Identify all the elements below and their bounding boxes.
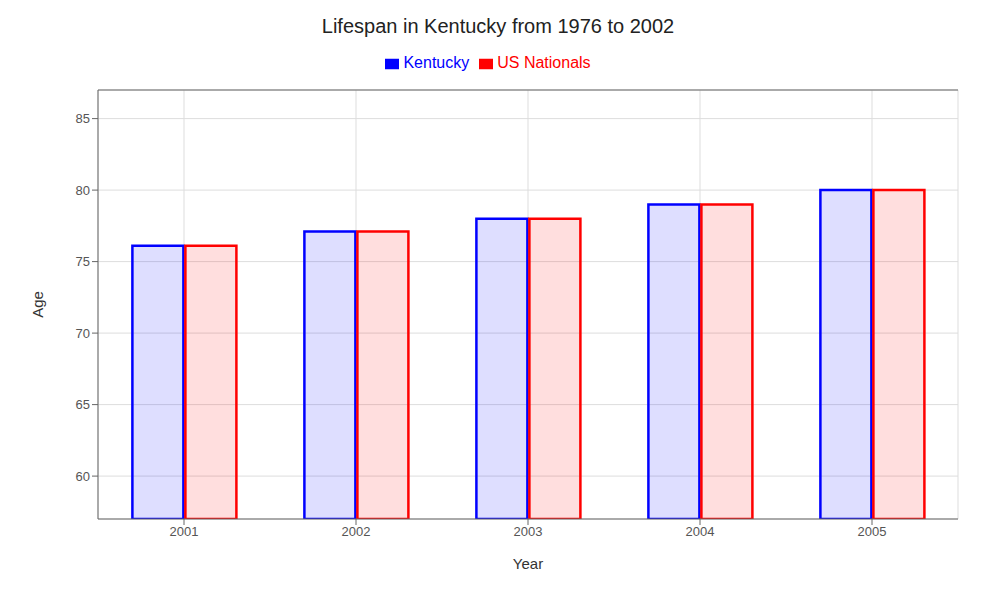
- svg-text:60: 60: [76, 469, 90, 484]
- svg-text:Age: Age: [29, 291, 46, 318]
- svg-text:75: 75: [76, 254, 90, 269]
- svg-text:2005: 2005: [858, 524, 887, 539]
- html-text:Lifespan in Kentucky from 1976: Lifespan in Kentucky from 1976 to 2002: [321, 15, 675, 37]
- svg-text:2004: 2004: [686, 524, 715, 539]
- html-text:Kentucky: Kentucky: [403, 54, 470, 71]
- svg-text:65: 65: [76, 397, 90, 412]
- svg-text:80: 80: [76, 183, 90, 198]
- svg-text:2002: 2002: [342, 524, 371, 539]
- html-text:US Nationals: US Nationals: [497, 54, 591, 71]
- svg-text:2001: 2001: [170, 524, 199, 539]
- svg-text:70: 70: [76, 326, 90, 341]
- svg-text:85: 85: [76, 111, 90, 126]
- svg-text:2003: 2003: [514, 524, 543, 539]
- svg-text:Year: Year: [513, 555, 543, 572]
